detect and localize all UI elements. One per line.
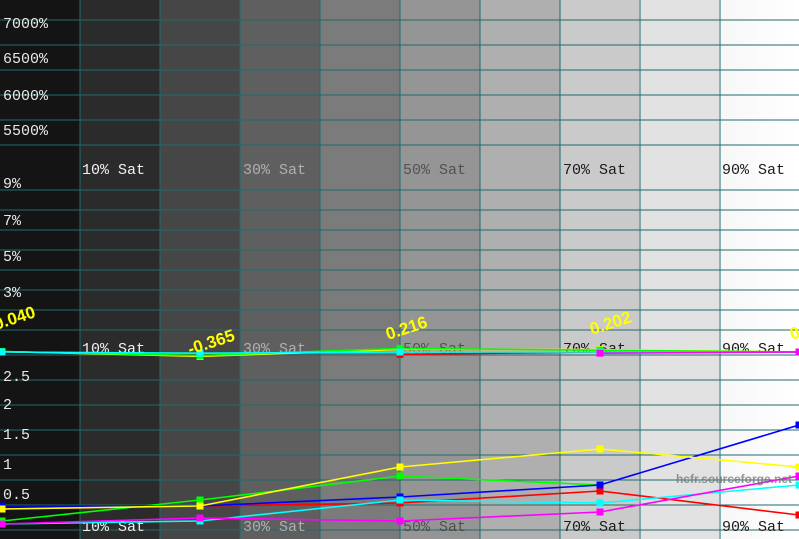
middle-cyan-point (0, 348, 6, 356)
y-tick-label: 6500% (3, 51, 49, 68)
x-tick-label: 30% Sat (243, 162, 306, 179)
bottom-green-point (196, 496, 204, 504)
delta-value-label: 0 (787, 323, 799, 344)
y-tick-label: 7000% (3, 16, 49, 33)
y-tick-label: 5500% (3, 123, 49, 140)
x-tick-label: 30% Sat (243, 341, 306, 358)
x-tick-label: 50% Sat (403, 519, 466, 536)
bottom-magenta-point (396, 517, 404, 525)
middle-cyan-point (396, 348, 404, 356)
x-tick-label: 10% Sat (82, 162, 145, 179)
middle-magenta-point (596, 349, 604, 357)
middle-cyan-point (196, 349, 204, 357)
bottom-yellow-point (196, 502, 204, 510)
middle-magenta-point (795, 348, 799, 356)
x-tick-label: 90% Sat (722, 162, 785, 179)
y-tick-label: 7% (3, 213, 22, 230)
y-tick-label: 5% (3, 249, 22, 266)
bottom-yellow-point (596, 445, 604, 453)
bottom-cyan-point (795, 481, 799, 489)
bottom-magenta-point (0, 520, 6, 528)
y-tick-label: 2.5 (3, 369, 30, 386)
bottom-blue-point (596, 481, 604, 489)
bottom-red-point (596, 487, 604, 495)
bottom-cyan-point (596, 499, 604, 507)
y-tick-label: 1.5 (3, 427, 30, 444)
bottom-cyan-point (396, 496, 404, 504)
x-tick-label: 30% Sat (243, 519, 306, 536)
bottom-magenta-point (795, 472, 799, 480)
bottom-green-line (1, 475, 601, 522)
y-tick-label: 2 (3, 397, 12, 414)
bottom-green-point (396, 472, 404, 480)
x-tick-label: 50% Sat (403, 162, 466, 179)
y-tick-label: 3% (3, 285, 22, 302)
x-tick-label: 70% Sat (563, 519, 626, 536)
middle-green-point (396, 344, 404, 352)
bottom-blue-point (795, 421, 799, 429)
x-tick-label: 90% Sat (722, 519, 785, 536)
bottom-yellow-point (0, 505, 6, 513)
x-tick-label: 90% Sat (722, 341, 785, 358)
bottom-red-point (795, 511, 799, 519)
bottom-yellow-point (396, 463, 404, 471)
bottom-magenta-point (596, 508, 604, 516)
watermark-text: hcfr.sourceforge.net (676, 472, 792, 486)
y-tick-label: 1 (3, 457, 12, 474)
y-tick-label: 0.5 (3, 487, 30, 504)
y-tick-label: 6000% (3, 88, 49, 105)
y-tick-label: 9% (3, 176, 22, 193)
bottom-magenta-point (196, 514, 204, 522)
middle-magenta-line (599, 351, 799, 354)
series-lines (0, 344, 799, 528)
bottom-yellow-point (795, 463, 799, 471)
x-tick-label: 70% Sat (563, 162, 626, 179)
